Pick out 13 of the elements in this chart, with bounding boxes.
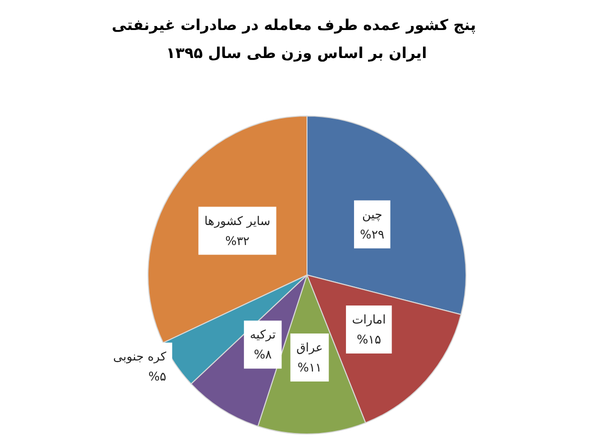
data-label: %۱۵	[356, 332, 382, 347]
slice-label: سایر کشورها	[204, 214, 270, 228]
slice-label: کره جنوبی	[113, 350, 166, 364]
chart-title: پنج کشور عمده طرف معامله در صادرات غیرنفتی ایران بر اساس وزن طی سال ۱۳۹۵	[112, 16, 482, 62]
data-label: %۵	[148, 370, 166, 384]
data-label: %۸	[254, 348, 272, 362]
slice-label: ترکیه	[250, 328, 276, 342]
data-label: %۳۲	[225, 234, 250, 248]
slice-label: چین	[362, 207, 382, 222]
data-label: %۲۹	[360, 227, 384, 242]
slice-label: امارات	[352, 312, 386, 327]
slice-label: عراق	[296, 340, 323, 354]
data-label: %۱۱	[297, 360, 322, 374]
